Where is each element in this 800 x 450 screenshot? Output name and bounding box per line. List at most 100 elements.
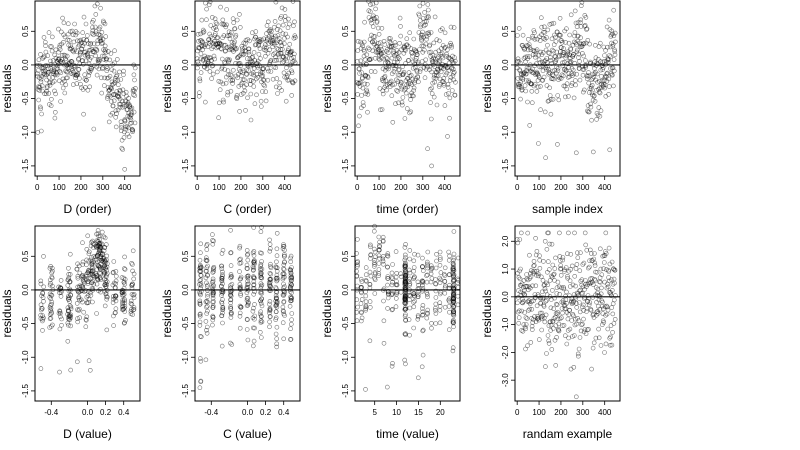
data-point [277, 80, 283, 86]
data-point [606, 278, 612, 284]
data-point [69, 59, 75, 65]
data-point [594, 117, 599, 122]
data-point [123, 318, 128, 323]
data-point [204, 280, 209, 286]
y-axis-label: residuals [0, 64, 14, 112]
data-point [211, 53, 217, 59]
data-point [547, 241, 552, 247]
data-point [547, 85, 552, 91]
data-point [415, 279, 421, 285]
data-point [439, 65, 444, 71]
data-point [583, 278, 588, 283]
data-point [251, 50, 257, 55]
data-point [244, 72, 250, 77]
data-point [539, 289, 545, 295]
data-point [67, 65, 72, 71]
data-point [553, 255, 558, 261]
data-point [86, 251, 92, 257]
data-point [268, 69, 274, 74]
data-point [47, 305, 53, 310]
data-point [368, 56, 374, 62]
data-point [425, 146, 430, 151]
data-point [418, 66, 424, 72]
data-point [396, 67, 402, 72]
data-point [520, 32, 526, 38]
data-point [443, 92, 449, 97]
data-point [555, 142, 560, 147]
data-point [225, 92, 230, 98]
data-point [54, 72, 60, 78]
data-point [403, 262, 408, 267]
data-point [251, 84, 257, 89]
data-point [232, 45, 238, 51]
data-point [365, 92, 371, 97]
data-point [582, 327, 588, 332]
data-point [197, 257, 203, 263]
data-point [418, 22, 423, 28]
data-point [219, 266, 225, 271]
data-point [89, 255, 94, 260]
data-point [223, 24, 229, 30]
data-point [527, 54, 532, 60]
data-point [89, 65, 94, 71]
data-point [573, 394, 579, 400]
data-point [113, 281, 118, 287]
data-point [437, 38, 442, 44]
data-point [363, 299, 369, 305]
data-point [77, 263, 82, 269]
data-point [245, 95, 250, 101]
data-point [282, 7, 288, 12]
data-point [568, 12, 574, 18]
data-point [38, 52, 43, 57]
y-tick-label: -1.0 [21, 350, 30, 364]
x-axis-label: C (order) [223, 202, 271, 216]
data-point [451, 257, 456, 263]
x-tick-label: 200 [554, 408, 568, 417]
data-point [57, 69, 63, 74]
data-point [420, 312, 425, 318]
data-point [49, 274, 55, 280]
data-point [446, 249, 452, 255]
x-tick-label: 0 [195, 183, 200, 192]
x-tick-label: 100 [532, 183, 546, 192]
data-point [103, 291, 109, 297]
data-point [368, 242, 373, 248]
data-point [258, 318, 264, 324]
data-point [219, 313, 225, 319]
data-point [210, 270, 216, 275]
data-point [567, 284, 573, 289]
data-point [281, 267, 287, 272]
data-point [449, 65, 455, 70]
data-point [197, 298, 203, 304]
data-point [60, 76, 66, 82]
data-point [209, 63, 215, 69]
data-point [391, 69, 397, 74]
data-point [113, 124, 119, 130]
data-point [204, 6, 209, 12]
data-point [267, 301, 272, 307]
data-point [91, 242, 97, 247]
data-point [364, 89, 370, 95]
data-point [280, 292, 286, 298]
data-point [45, 53, 51, 59]
data-point [559, 45, 564, 51]
data-point [434, 55, 440, 61]
data-point [451, 298, 457, 304]
data-point [239, 73, 244, 78]
data-point [268, 264, 273, 269]
data-point [116, 82, 121, 87]
data-point [524, 316, 530, 321]
data-point [201, 29, 207, 35]
data-point [447, 78, 453, 83]
data-point [447, 95, 453, 101]
data-point [257, 311, 263, 317]
data-point [83, 288, 88, 293]
data-point [380, 253, 386, 259]
data-point [242, 88, 248, 94]
data-point [564, 341, 570, 347]
data-point [56, 78, 62, 84]
y-tick-label: 0.0 [21, 59, 30, 71]
data-point [564, 51, 570, 57]
data-point [573, 283, 578, 289]
data-point [49, 48, 55, 54]
